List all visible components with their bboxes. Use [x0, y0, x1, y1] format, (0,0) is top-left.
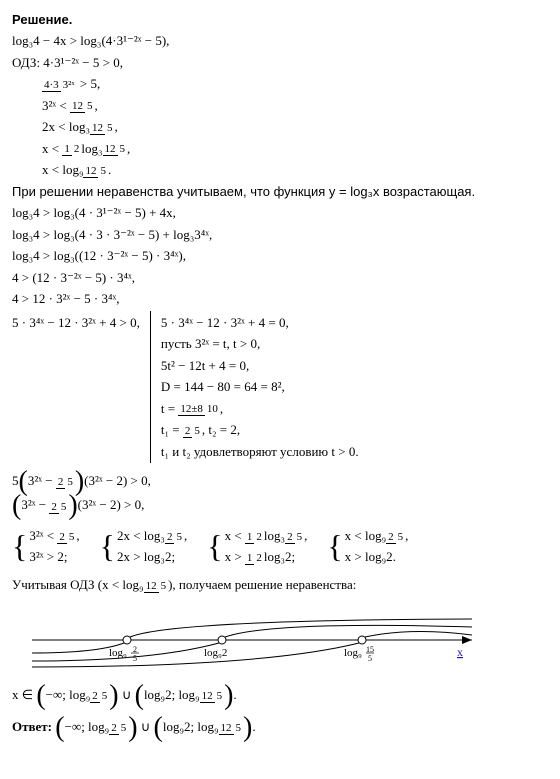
- domain-step-3: 2x < log₃125,: [42, 117, 548, 137]
- main-step-4: 4 > (12 · 3⁻²ˣ − 5) · 3⁴ˣ,: [12, 268, 548, 288]
- discriminant: D = 144 − 80 = 64 = 8²,: [161, 377, 359, 397]
- result-interval: x ∈ (−∞; log₉25) ∪ (log₉2; log₉125).: [12, 685, 548, 707]
- final-answer: Ответ: (−∞; log₉25) ∪ (log₉2; log₉125).: [12, 717, 548, 739]
- svg-text:log₉: log₉: [109, 647, 127, 659]
- domain-step-4: x < 12log₃125,: [42, 139, 548, 159]
- main-step-2: log₃4 > log₃(4 · 3 · 3⁻²ˣ − 5) + log₃3⁴ˣ…: [12, 225, 548, 245]
- main-step-1: log₃4 > log₃(4 · 3¹⁻²ˣ − 5) + 4x,: [12, 203, 548, 223]
- solution-title: Решение.: [12, 12, 548, 27]
- quadratic-eq: 5 · 3⁴ˣ − 12 · 3²ˣ + 4 = 0,: [161, 313, 359, 333]
- inequality-statement: log₃4 − 4x > log₃(4·3¹⁻²ˣ − 5),: [12, 31, 548, 51]
- t-condition: t₁ и t₂ удовлетворяют условию t > 0.: [161, 442, 359, 462]
- domain-header: ОДЗ: 4·3¹⁻²ˣ − 5 > 0,: [12, 53, 548, 73]
- main-step-5: 4 > 12 · 3²ˣ − 5 · 3⁴ˣ,: [12, 289, 548, 309]
- answer-label: Ответ:: [12, 719, 55, 734]
- svg-text:5: 5: [133, 654, 137, 663]
- case-system-1: { 3²ˣ < 25, 3²ˣ > 2;: [12, 526, 80, 568]
- main-step-3: log₃4 > log₃((12 · 3⁻²ˣ − 5) · 3⁴ˣ),: [12, 246, 548, 266]
- svg-text:log₉2: log₉2: [204, 647, 227, 659]
- case-system-4: { x < log₉25, x > log₉2.: [327, 526, 408, 568]
- factored-2: (3²ˣ − 25)(3²ˣ − 2) > 0,: [12, 495, 548, 517]
- svg-text:x: x: [457, 645, 463, 659]
- case-system-3: { x < 12log₃25, x > 12log₃2;: [207, 526, 307, 568]
- factored-1: 5(3²ˣ − 25)(3²ˣ − 2) > 0,: [12, 471, 548, 493]
- quadratic-t: 5t² − 12t + 4 = 0,: [161, 356, 359, 376]
- number-line-diagram: log₉25log₉2log₉155x: [12, 605, 492, 675]
- combine-domain-text: Учитывая ОДЗ (x < log₉125), получаем реш…: [12, 575, 548, 595]
- domain-step-1: 4·33²ˣ > 5,: [42, 74, 548, 94]
- monotone-note: При решении неравенства учитываем, что ф…: [12, 182, 548, 202]
- svg-text:log₉: log₉: [344, 647, 362, 659]
- domain-step-2: 3²ˣ < 125,: [42, 96, 548, 116]
- substitution: пусть 3²ˣ = t, t > 0,: [161, 334, 359, 354]
- cases-row: { 3²ˣ < 25, 3²ˣ > 2; { 2x < log₃25, 2x >…: [12, 526, 548, 568]
- two-column-block: 5 · 3⁴ˣ − 12 · 3²ˣ + 4 > 0, 5 · 3⁴ˣ − 12…: [12, 311, 548, 464]
- t-roots: t₁ = 25, t₂ = 2,: [161, 420, 359, 440]
- t-formula: t = 12±810,: [161, 399, 359, 419]
- case-system-2: { 2x < log₃25, 2x > log₃2;: [100, 526, 188, 568]
- main-step-6: 5 · 3⁴ˣ − 12 · 3²ˣ + 4 > 0,: [12, 313, 140, 333]
- domain-step-5: x < log₉125.: [42, 160, 548, 180]
- svg-text:5: 5: [368, 654, 372, 663]
